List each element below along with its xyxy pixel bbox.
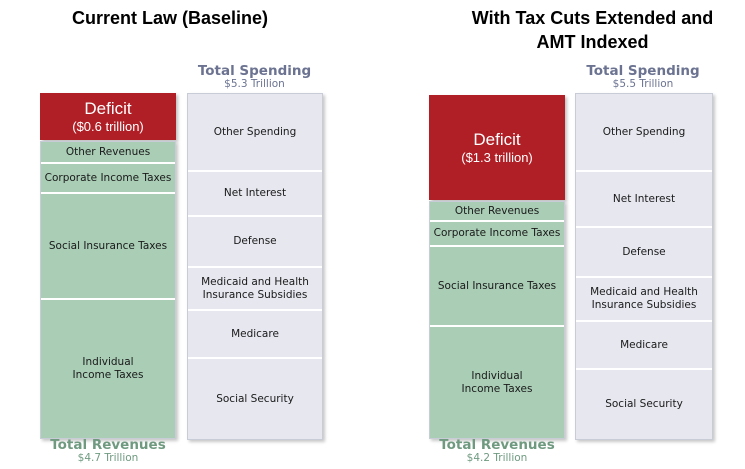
panel-1-title: Current Law (Baseline) [71, 8, 269, 28]
panel-1-spending-column: Other Spending Net Interest Defense Medicai… [187, 93, 323, 440]
block-other-revenues: Other Revenues [41, 142, 175, 164]
panel-2-title-line-2: AMT Indexed [536, 32, 649, 52]
panel-2-total-revenues: Total Revenues $4.2 Trillion [429, 438, 565, 464]
block-label: Medicare [231, 327, 279, 340]
block-label: Defense [233, 235, 277, 247]
block-label: Defense [622, 245, 666, 258]
total-spending-value: $5.3 Trillion [224, 78, 285, 91]
panel-2-title: With Tax Cuts Extended and AMT Indexed [440, 6, 745, 54]
block-label: Social Security [216, 392, 294, 405]
block-other-spending: Other Spending [188, 94, 322, 172]
block-net-interest: Net Interest [188, 172, 322, 217]
deficit-value: ($0.6 trillion) [72, 118, 144, 134]
panel-1-revenue-column: Other Revenues Corporate Income Taxes Soci… [40, 141, 176, 439]
block-defense: Defense [576, 228, 712, 278]
block-social-insurance-taxes: Social Insurance Taxes [430, 247, 564, 327]
block-medicare: Medicare [576, 322, 712, 370]
block-label: Social Insurance Taxes [48, 239, 168, 252]
block-label: Social Security [605, 398, 683, 410]
total-revenues-value: $4.2 Trillion [466, 452, 528, 465]
deficit-value: ($1.3 trillion) [461, 149, 533, 165]
block-label: Other Revenues [65, 145, 151, 158]
deficit-label: Deficit [473, 129, 521, 149]
total-spending-label: Total Spending [197, 63, 312, 79]
block-label: Net Interest [612, 192, 676, 205]
panel-2-spending-column: Other Spending Net Interest Defense Medicai… [575, 93, 713, 440]
block-label: Social Insurance Taxes [437, 279, 557, 292]
block-defense: Defense [188, 217, 322, 268]
panel-1-total-revenues: Total Revenues $4.7 Trillion [40, 438, 176, 464]
block-medicaid-and-health-insurance-subsidies: Medicaid and Health Insurance Subsidies [188, 268, 322, 311]
block-social-security: Social Security [576, 370, 712, 439]
block-label: Other Revenues [454, 204, 540, 217]
block-other-revenues: Other Revenues [430, 202, 564, 222]
total-spending-label: Total Spending [586, 63, 700, 79]
block-label: Medicare [620, 338, 668, 351]
total-spending-value: $5.5 Trillion [612, 78, 674, 91]
panel-2-revenue-column: Other Revenues Corporate Income Taxes Soci… [429, 201, 565, 439]
block-net-interest: Net Interest [576, 172, 712, 228]
block-label: Other Spending [602, 125, 686, 138]
block-label: Corporate Income Taxes [44, 171, 172, 184]
total-revenues-label: Total Revenues [439, 437, 555, 453]
block-label: Other Spending [213, 125, 297, 138]
block-label: Individual Income Taxes [461, 369, 533, 395]
panel-1-deficit-block: Deficit ($0.6 trillion) [40, 93, 176, 140]
block-social-insurance-taxes: Social Insurance Taxes [41, 194, 175, 300]
block-label: Individual Income Taxes [72, 356, 144, 381]
block-corporate-income-taxes: Corporate Income Taxes [430, 222, 564, 247]
block-individual-income-taxes: Individual Income Taxes [430, 327, 564, 438]
block-medicare: Medicare [188, 311, 322, 359]
total-revenues-value: $4.7 Trillion [77, 452, 139, 465]
block-other-spending: Other Spending [576, 94, 712, 172]
block-medicaid-and-health-insurance-subsidies: Medicaid and Health Insurance Subsidies [576, 278, 712, 322]
block-individual-income-taxes: Individual Income Taxes [41, 300, 175, 438]
block-label: Net Interest [223, 187, 287, 199]
panel-2-total-spending: Total Spending $5.5 Trillion [575, 64, 711, 90]
panel-1-total-spending: Total Spending $5.3 Trillion [187, 64, 322, 90]
block-corporate-income-taxes: Corporate Income Taxes [41, 164, 175, 194]
block-label: Medicaid and Health Insurance Subsidies [201, 275, 309, 301]
total-revenues-label: Total Revenues [50, 437, 166, 453]
block-label: Medicaid and Health Insurance Subsidies [590, 286, 698, 311]
deficit-label: Deficit [84, 98, 132, 118]
block-label: Corporate Income Taxes [433, 227, 561, 239]
panel-2-title-line-1: With Tax Cuts Extended and [471, 8, 714, 28]
block-social-security: Social Security [188, 359, 322, 439]
panel-2-deficit-block: Deficit ($1.3 trillion) [429, 95, 565, 200]
